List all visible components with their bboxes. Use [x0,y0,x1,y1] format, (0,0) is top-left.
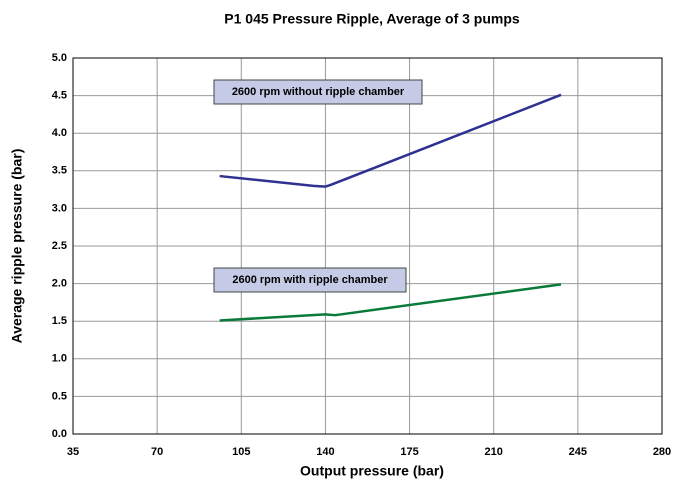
y-tick-label: 0.0 [52,428,67,440]
x-tick-label: 210 [485,446,503,458]
x-tick-label: 105 [232,446,250,458]
y-axis-label: Average ripple pressure (bar) [9,149,25,344]
x-tick-label: 175 [400,446,418,458]
legend-label: 2600 rpm without ripple chamber [232,86,405,98]
y-tick-label: 5.0 [52,52,67,64]
legend-box [213,267,407,293]
plot-frame [72,57,663,435]
chart-title: P1 045 Pressure Ripple, Average of 3 pum… [224,11,520,27]
y-tick-label: 3.0 [52,202,67,214]
y-tick-label: 0.5 [52,390,67,402]
y-tick-label: 2.5 [52,240,67,252]
y-tick-label: 3.5 [52,165,67,177]
x-tick-label: 280 [653,446,671,458]
x-tick-label: 245 [569,446,587,458]
x-tick-label: 35 [67,446,79,458]
legend-box [213,79,423,105]
y-tick-label: 4.0 [52,127,67,139]
x-tick-label: 70 [151,446,163,458]
x-tick-label: 140 [316,446,334,458]
legend-label: 2600 rpm with ripple chamber [232,274,388,286]
x-axis-label: Output pressure (bar) [300,463,444,479]
y-tick-label: 1.0 [52,353,67,365]
y-tick-label: 4.5 [52,90,67,102]
y-tick-label: 2.0 [52,278,67,290]
line [219,283,562,322]
y-tick-label: 1.5 [52,315,67,327]
line [219,93,562,188]
